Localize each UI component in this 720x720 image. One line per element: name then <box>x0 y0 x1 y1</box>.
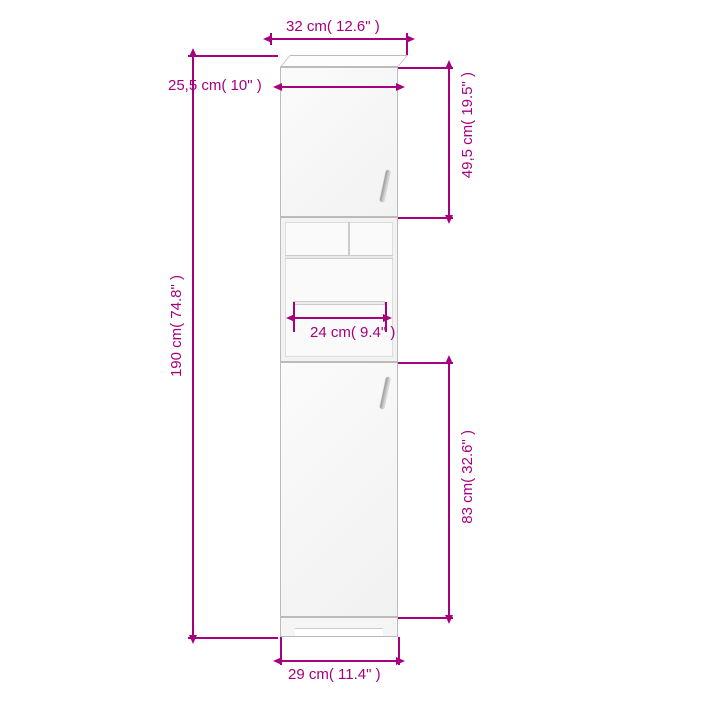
ext-line <box>188 55 278 57</box>
arrow-icon <box>273 83 282 91</box>
ext-line <box>280 637 282 665</box>
arrow-icon <box>396 83 405 91</box>
handle-icon <box>380 170 391 202</box>
shelf-divider <box>348 222 350 255</box>
dim-line-inner-width <box>280 86 398 88</box>
dim-label-base-width: 29 cm( 11.4" ) <box>288 666 381 683</box>
ext-line <box>270 33 272 45</box>
dim-label-shelf-width: 24 cm( 9.4" ) <box>310 324 395 341</box>
cabinet <box>280 55 398 637</box>
ext-line <box>293 302 295 332</box>
dim-line-base-width <box>280 660 398 662</box>
dim-line-top-width <box>270 38 408 40</box>
dim-label-upper-h: 49,5 cm( 19.5" ) <box>459 72 476 178</box>
dim-line-lower-h <box>448 362 450 617</box>
lower-door <box>280 362 398 617</box>
diagram-container: 32 cm( 12.6" ) 25,5 cm( 10" ) 49,5 cm( 1… <box>0 0 720 720</box>
upper-door <box>280 67 398 217</box>
ext-line <box>188 637 278 639</box>
ext-line <box>398 362 453 364</box>
handle-icon <box>380 377 391 409</box>
cabinet-top-panel <box>280 55 408 67</box>
dim-label-total-h: 190 cm( 74.8" ) <box>168 275 185 377</box>
dim-line-shelf-width <box>293 317 385 319</box>
ext-line <box>398 637 400 665</box>
foot-gap <box>295 628 383 636</box>
ext-line <box>406 33 408 55</box>
shelf-2 <box>293 301 386 305</box>
dim-label-lower-h: 83 cm( 32.6" ) <box>459 430 476 524</box>
dim-label-inner-width: 25,5 cm( 10" ) <box>168 77 262 94</box>
ext-line <box>398 217 453 219</box>
ext-line <box>398 617 453 619</box>
shelf-1 <box>285 255 393 259</box>
ext-line <box>398 67 453 69</box>
dim-line-total-h <box>192 55 194 637</box>
dim-label-top-width: 32 cm( 12.6" ) <box>286 18 380 35</box>
cabinet-base <box>280 617 398 637</box>
dim-line-upper-h <box>448 67 450 217</box>
